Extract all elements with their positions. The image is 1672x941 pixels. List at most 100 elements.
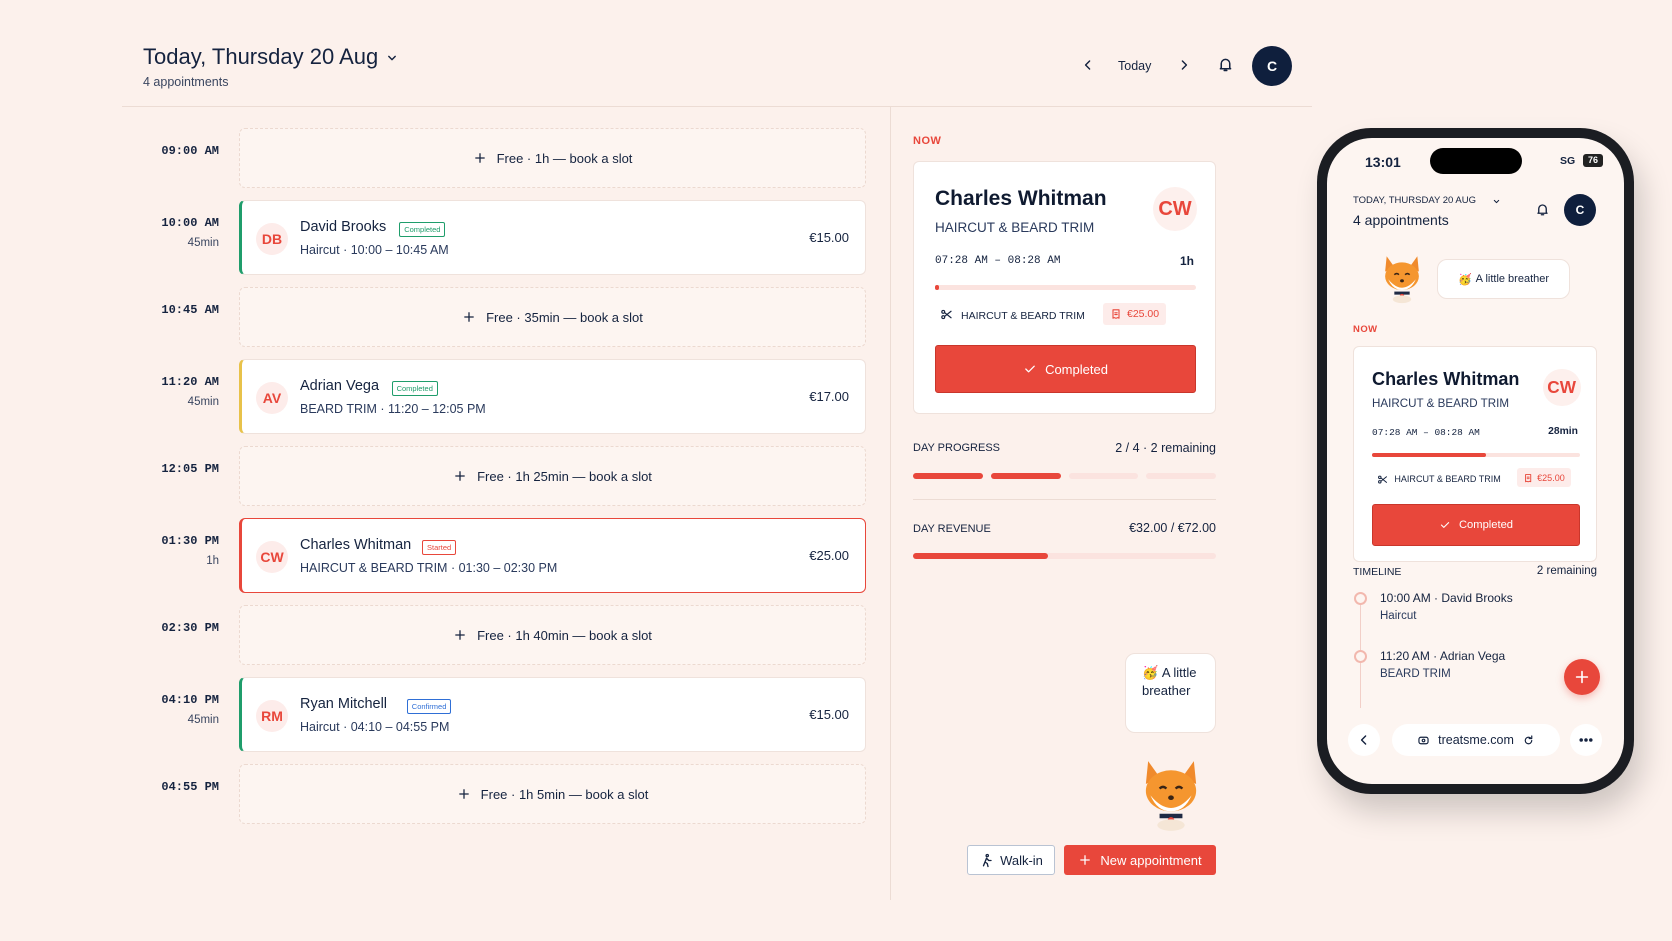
phone-avatar[interactable]: C bbox=[1564, 194, 1596, 226]
timeline-item-sub: BEARD TRIM bbox=[1380, 668, 1451, 680]
phone-timeline-label: TIMELINE bbox=[1353, 566, 1402, 578]
appointment-card[interactable]: RM Ryan Mitchell Confirmed Haircut · 04:10 … bbox=[239, 677, 866, 752]
now-progress-track bbox=[935, 285, 1196, 290]
receipt-icon bbox=[1110, 308, 1122, 320]
complete-button[interactable]: Completed bbox=[935, 345, 1196, 393]
client-name: Adrian Vega bbox=[300, 378, 380, 394]
timeline-item-title: 10:00 AM · David Brooks bbox=[1380, 591, 1513, 605]
now-time: 07:28 AM – 08:28 AM bbox=[935, 255, 1061, 267]
slot-time: 01:30 PM bbox=[161, 534, 219, 548]
status-badge: Completed bbox=[391, 381, 438, 396]
service-details: BEARD TRIM · 11:20 – 12:05 PM bbox=[300, 402, 486, 416]
walk-icon-svg bbox=[982, 853, 992, 867]
price: €17.00 bbox=[809, 389, 849, 404]
mascot-svg bbox=[1145, 761, 1197, 831]
bubble-emoji: 🥳 bbox=[1142, 665, 1159, 680]
reload-icon-svg bbox=[1524, 734, 1533, 744]
today-button[interactable]: Today bbox=[1118, 59, 1152, 73]
plus-icon bbox=[453, 628, 467, 642]
plus-icon bbox=[1078, 853, 1092, 867]
slot-duration: 1h bbox=[206, 555, 219, 567]
reload-icon bbox=[1522, 734, 1535, 747]
fab-add[interactable] bbox=[1564, 659, 1600, 695]
walk-in-label: Walk-in bbox=[1000, 852, 1043, 868]
receipt-icon-svg bbox=[1524, 473, 1531, 482]
scissors-icon bbox=[940, 308, 953, 321]
walk-icon bbox=[979, 853, 994, 868]
bubble-text: A little breather bbox=[1142, 665, 1197, 698]
browser-back-svg bbox=[1360, 735, 1367, 745]
panel-divider bbox=[890, 107, 891, 900]
free-slot-label: Free · 1h 25min — book a slot bbox=[477, 468, 652, 484]
next-day[interactable] bbox=[1176, 57, 1192, 73]
url-text: treatsme.com bbox=[1438, 733, 1514, 747]
receipt-icon bbox=[1523, 473, 1533, 483]
plus-icon-svg bbox=[458, 789, 469, 799]
progress-segment bbox=[1068, 473, 1139, 479]
now-label: NOW bbox=[1353, 323, 1378, 335]
dynamic-island bbox=[1430, 148, 1522, 174]
now-price: €25.00 bbox=[1537, 472, 1565, 483]
url-bar[interactable]: treatsme.com bbox=[1392, 724, 1560, 756]
slot-time: 04:10 PM bbox=[161, 693, 219, 707]
price: €25.00 bbox=[809, 548, 849, 563]
plus-icon-svg bbox=[455, 630, 465, 640]
free-slot[interactable]: Free · 1h 5min — book a slot bbox=[239, 764, 866, 824]
browser-back[interactable] bbox=[1348, 724, 1380, 756]
now-time: 07:28 AM – 08:28 AM bbox=[1372, 426, 1480, 438]
revenue-text: €32.00 / €72.00 bbox=[1129, 521, 1216, 535]
free-slot-label: Free · 1h — book a slot bbox=[496, 150, 633, 166]
scissors-icon bbox=[1377, 473, 1388, 484]
battery: 76 bbox=[1583, 154, 1603, 167]
free-slot[interactable]: Free · 35min — book a slot bbox=[239, 287, 866, 347]
complete-button[interactable]: Completed bbox=[1372, 504, 1580, 546]
client-name: Charles Whitman bbox=[300, 537, 412, 553]
notifications[interactable] bbox=[1217, 56, 1234, 73]
progress-segment bbox=[1146, 473, 1216, 479]
appointment-card[interactable]: AV Adrian Vega Completed BEARD TRIM · 11:20… bbox=[239, 359, 866, 434]
mascot bbox=[1379, 250, 1425, 304]
walk-in-button[interactable]: Walk-in bbox=[967, 845, 1055, 875]
free-slot[interactable]: Free · 1h 40min — book a slot bbox=[239, 605, 866, 665]
free-slot-label: Free · 1h 40min — book a slot bbox=[477, 627, 652, 643]
now-label: NOW bbox=[913, 135, 942, 147]
notifications-svg bbox=[1219, 58, 1232, 72]
phone-bubble-emoji: 🥳 bbox=[1457, 273, 1472, 286]
slot-duration: 45min bbox=[187, 396, 219, 408]
header-divider bbox=[122, 106, 1312, 107]
complete-button-label: Completed bbox=[1045, 361, 1108, 377]
plus-icon bbox=[457, 787, 471, 801]
slot-time: 02:30 PM bbox=[161, 621, 219, 635]
browser-more[interactable] bbox=[1570, 724, 1602, 756]
avatar[interactable]: C bbox=[1252, 46, 1292, 86]
phone-bell[interactable] bbox=[1535, 202, 1550, 217]
status-badge: Confirmed bbox=[406, 699, 452, 714]
free-slot[interactable]: Free · 1h 25min — book a slot bbox=[239, 446, 866, 506]
progress-segment bbox=[913, 473, 983, 479]
now-card: Charles Whitman HAIRCUT & BEARD TRIM CW 07:… bbox=[1353, 346, 1597, 562]
free-slot[interactable]: Free · 1h — book a slot bbox=[239, 128, 866, 188]
check-icon bbox=[1023, 362, 1037, 376]
slot-time: 09:00 AM bbox=[161, 144, 219, 158]
plus-icon-svg bbox=[474, 153, 485, 163]
mascot bbox=[1136, 752, 1206, 832]
slot-time: 12:05 PM bbox=[161, 462, 219, 476]
phone-bubble: 🥳 A little breather bbox=[1437, 259, 1570, 299]
progress-text: 2 / 4 · 2 remaining bbox=[1115, 441, 1216, 455]
now-price-tag: €25.00 bbox=[1516, 468, 1571, 488]
slot-time: 10:00 AM bbox=[161, 216, 219, 230]
appointment-card[interactable]: DB David Brooks Completed Haircut · 10:00 –… bbox=[239, 200, 866, 275]
new-appointment-button[interactable]: New appointment bbox=[1064, 845, 1216, 875]
plus-icon bbox=[462, 310, 476, 324]
slot-time: 11:20 AM bbox=[161, 375, 219, 389]
now-service: HAIRCUT & BEARD TRIM bbox=[935, 220, 1095, 235]
scissors-icon-svg bbox=[1378, 475, 1388, 484]
now-price-tag: €25.00 bbox=[1103, 303, 1167, 325]
now-service: HAIRCUT & BEARD TRIM bbox=[1372, 396, 1510, 410]
prev-day[interactable] bbox=[1080, 57, 1096, 73]
section-divider bbox=[913, 499, 1216, 500]
appointment-card[interactable]: CW Charles Whitman Started HAIRCUT & BEARD … bbox=[239, 518, 866, 593]
slot-duration: 45min bbox=[187, 237, 219, 249]
